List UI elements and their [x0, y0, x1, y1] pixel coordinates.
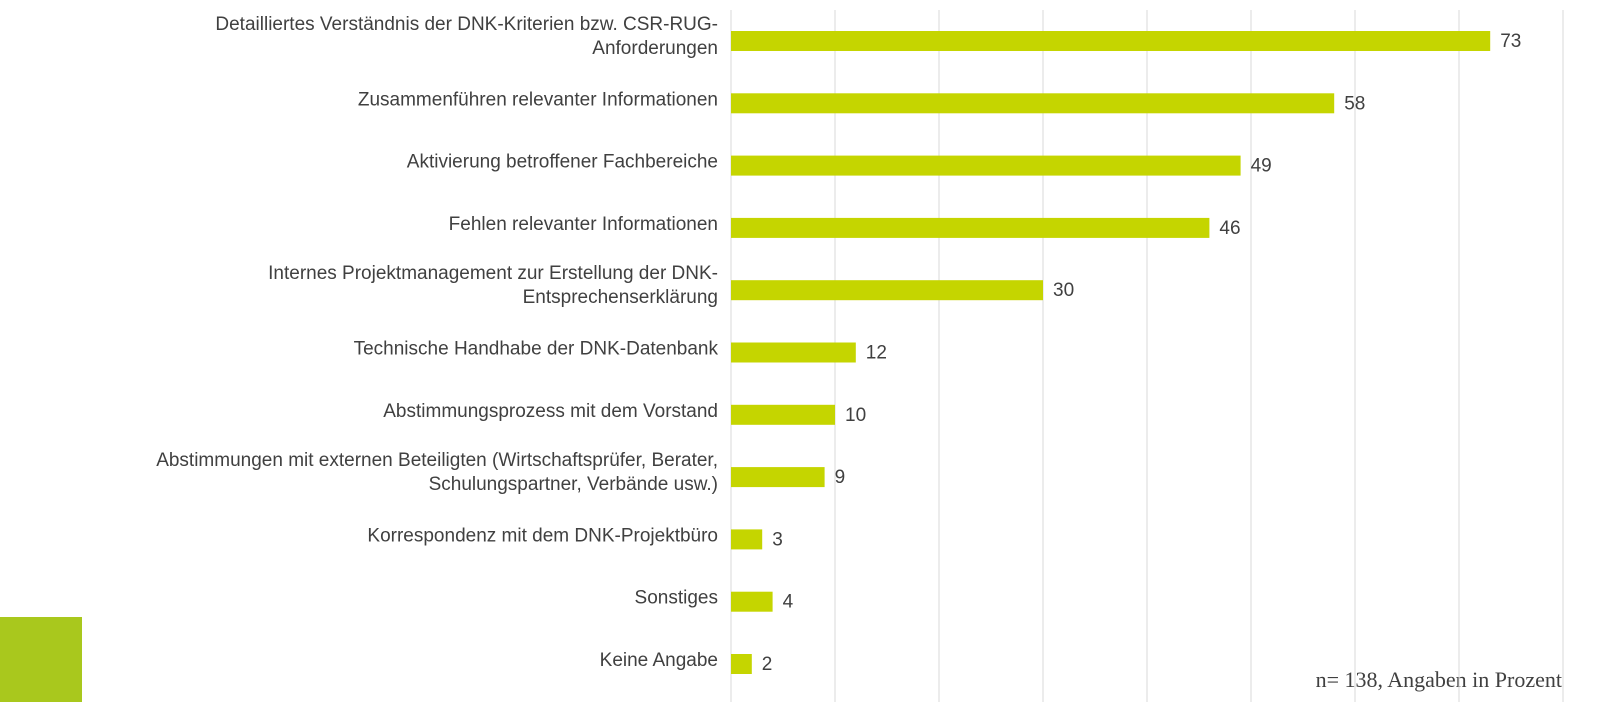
category-label: Abstimmungen mit externen Beteiligten (W… [156, 450, 718, 471]
category-label: Internes Projektmanagement zur Erstellun… [268, 263, 718, 284]
data-label: 49 [1251, 156, 1272, 177]
bar [731, 342, 856, 363]
footnote: n= 138, Angaben in Prozent [1316, 667, 1562, 692]
data-label: 58 [1344, 93, 1365, 114]
category-label: Korrespondenz mit dem DNK-Projektbüro [367, 525, 718, 546]
data-label: 4 [783, 592, 794, 613]
category-label: Anforderungen [592, 38, 718, 59]
category-label: Entsprechenserklärung [523, 287, 718, 308]
decor-square [0, 617, 82, 702]
bar [731, 404, 835, 425]
bar [731, 529, 763, 550]
bar [731, 217, 1210, 238]
category-label: Keine Angabe [600, 650, 718, 671]
category-label: Aktivierung betroffener Fachbereiche [407, 152, 718, 173]
data-label: 73 [1500, 31, 1521, 52]
category-label: Technische Handhabe der DNK-Datenbank [354, 339, 719, 360]
data-label: 3 [772, 529, 783, 550]
data-label: 46 [1219, 218, 1240, 239]
data-label: 9 [835, 467, 846, 488]
bar [731, 280, 1043, 301]
category-label: Zusammenführen relevanter Informationen [358, 89, 718, 110]
bar [731, 93, 1335, 114]
bar [731, 31, 1491, 51]
bar [731, 654, 752, 674]
category-label: Detailliertes Verständnis der DNK-Kriter… [215, 14, 718, 35]
data-label: 30 [1053, 280, 1074, 301]
data-label: 12 [866, 343, 887, 364]
category-label: Fehlen relevanter Informationen [449, 214, 718, 235]
bar [731, 467, 825, 488]
data-label: 2 [762, 654, 773, 675]
data-label: 10 [845, 405, 866, 426]
category-label: Schulungspartner, Verbände usw.) [429, 474, 718, 495]
category-label: Sonstiges [635, 588, 718, 609]
bar [731, 591, 773, 612]
bar [731, 155, 1241, 176]
category-label: Abstimmungsprozess mit dem Vorstand [383, 401, 718, 422]
